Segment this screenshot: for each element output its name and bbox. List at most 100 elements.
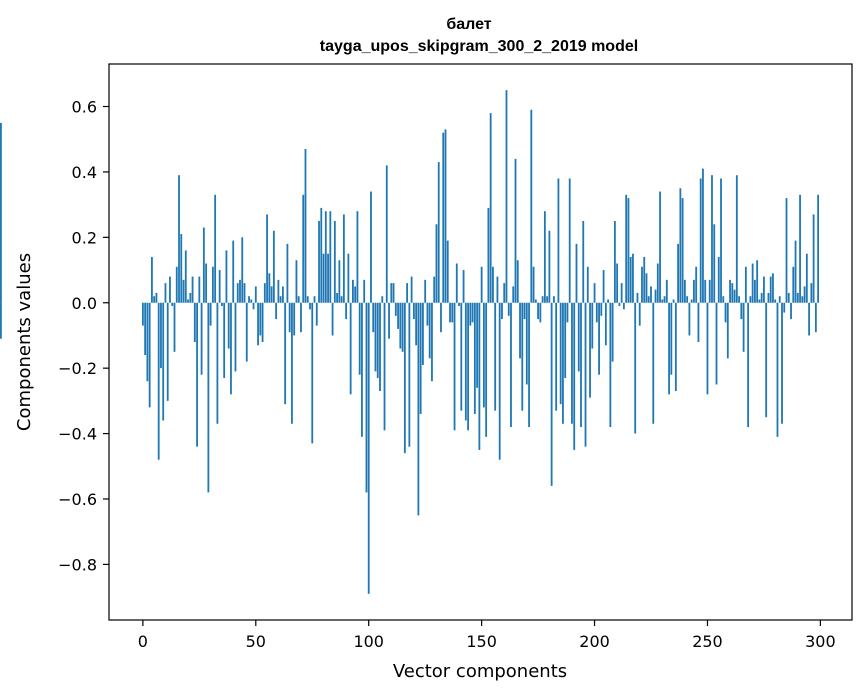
bar	[329, 211, 332, 303]
bar	[342, 214, 345, 303]
bar	[731, 283, 734, 303]
bar	[699, 178, 702, 303]
bar	[679, 188, 682, 303]
y-tick-label: −0.8	[58, 555, 97, 574]
bar	[756, 260, 759, 303]
bar	[758, 299, 761, 303]
bar	[458, 302, 460, 307]
bar	[164, 283, 167, 303]
bar	[607, 299, 609, 303]
bar	[661, 299, 664, 303]
bar	[365, 302, 368, 493]
bar	[532, 266, 535, 303]
bar	[320, 207, 323, 303]
bar	[817, 194, 820, 303]
bar	[419, 302, 422, 414]
bar	[521, 302, 524, 411]
bar	[492, 266, 494, 303]
bar	[272, 230, 275, 303]
bar	[503, 283, 506, 303]
bar	[638, 302, 641, 326]
bar	[205, 263, 208, 303]
bar	[753, 279, 756, 303]
bar	[275, 302, 278, 320]
bar	[428, 302, 431, 359]
bar	[254, 286, 257, 303]
bar	[189, 292, 192, 303]
bar	[464, 302, 467, 421]
bar	[548, 230, 551, 303]
bar	[505, 90, 508, 303]
bar	[422, 302, 424, 365]
bar	[372, 302, 375, 333]
bar	[173, 302, 176, 352]
bar	[379, 302, 381, 392]
bar	[510, 302, 512, 428]
bar	[399, 302, 402, 349]
bar	[595, 302, 598, 323]
bar	[270, 286, 273, 303]
x-tick-label: 100	[353, 632, 384, 651]
bar	[742, 302, 745, 352]
bar	[781, 302, 783, 424]
y-tick-label: 0.2	[72, 228, 97, 247]
bar	[812, 214, 815, 303]
bar	[573, 302, 576, 450]
bar	[146, 302, 149, 382]
bar	[306, 296, 309, 303]
bar	[412, 302, 415, 320]
bar	[284, 302, 287, 405]
bar	[388, 302, 390, 339]
bar	[193, 302, 196, 342]
bar	[602, 270, 605, 303]
bar	[659, 191, 661, 303]
bar	[539, 302, 542, 323]
bar	[498, 302, 501, 460]
bar	[437, 162, 440, 303]
bar	[401, 302, 404, 352]
bar	[645, 273, 648, 303]
bar	[674, 302, 677, 392]
bar	[449, 302, 451, 323]
bar	[494, 302, 497, 411]
bar	[650, 286, 652, 303]
bar	[571, 302, 573, 424]
bar	[302, 194, 305, 303]
bar	[352, 279, 354, 303]
bar	[487, 207, 490, 303]
bar	[720, 178, 722, 303]
bar	[787, 292, 790, 303]
bar	[451, 302, 454, 323]
bar	[543, 211, 546, 303]
bar	[693, 279, 695, 303]
bar	[670, 302, 673, 375]
bar	[690, 299, 693, 303]
bar	[749, 296, 752, 303]
bar	[324, 211, 327, 303]
bar	[683, 279, 686, 303]
bar	[541, 296, 544, 303]
bar	[315, 302, 318, 326]
y-tick-label: −0.4	[58, 425, 97, 444]
bar	[424, 279, 427, 303]
bar	[729, 279, 731, 303]
bar	[604, 302, 607, 346]
bar	[623, 302, 625, 310]
x-tick-label: 300	[805, 632, 836, 651]
bar	[248, 296, 250, 303]
bar	[227, 302, 230, 349]
bar	[485, 302, 488, 437]
bar	[279, 296, 282, 303]
bar	[200, 302, 203, 375]
bar	[187, 299, 189, 303]
bar	[338, 260, 341, 303]
bar	[331, 302, 334, 336]
bar	[537, 302, 539, 320]
bar	[643, 256, 646, 303]
bar	[160, 302, 162, 369]
bar	[336, 292, 338, 303]
bar	[433, 276, 436, 303]
bar	[216, 302, 219, 424]
bar	[489, 113, 492, 303]
bar	[525, 302, 528, 385]
